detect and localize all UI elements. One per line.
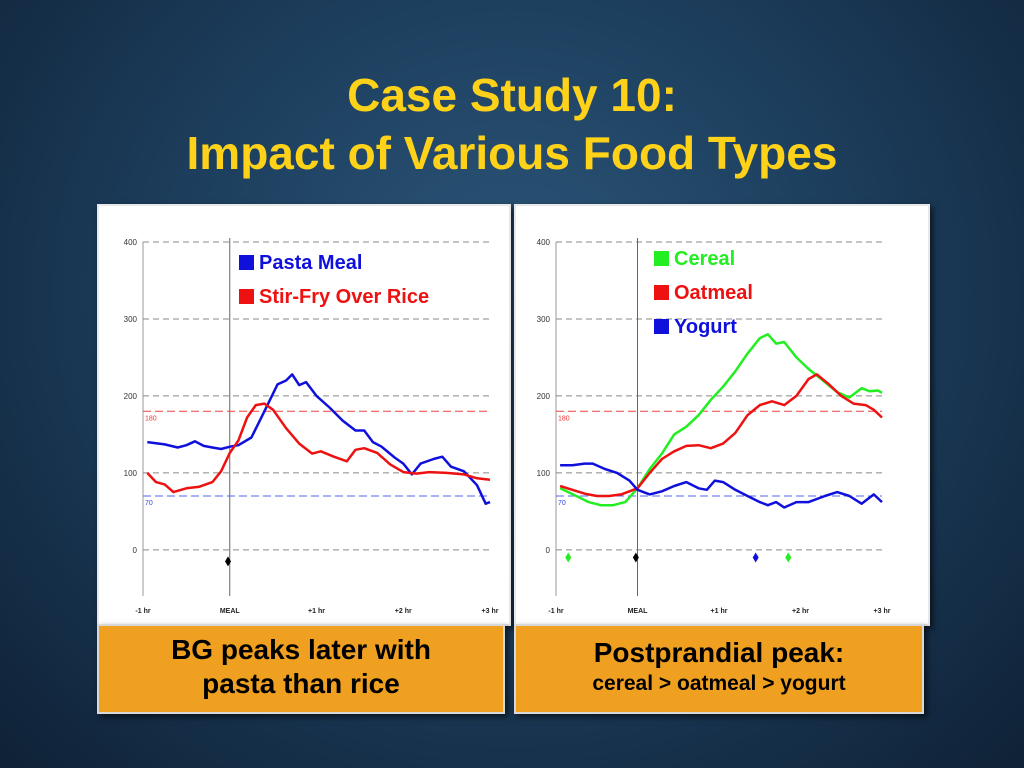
caption-left-line-1: BG peaks later with [171,634,431,665]
x-tick-label: +3 hr [482,608,499,615]
x-tick-label: +2 hr [395,608,412,615]
caption-left: BG peaks later with pasta than rice [97,624,505,714]
x-tick-label: +1 hr [308,608,325,615]
y-tick-label: 0 [546,546,551,555]
legend-swatch [239,255,254,270]
legend-swatch [239,289,254,304]
meal-marker [225,556,232,567]
legend-label: Yogurt [674,316,737,338]
legend-swatch [654,285,669,300]
threshold-high-label: 180 [145,415,157,422]
legend-label: Oatmeal [674,282,753,304]
threshold-high-label: 180 [558,415,570,422]
x-tick-label: MEAL [628,608,649,615]
y-tick-label: 0 [133,546,138,555]
legend-label: Stir-Fry Over Rice [259,286,429,308]
x-tick-label: -1 hr [548,608,563,615]
x-tick-label: -1 hr [135,608,150,615]
legend-swatch [654,319,669,334]
y-tick-label: 100 [124,469,138,478]
glucose-chart-left: 0 100 200 300 400 180 70 -1 hr MEAL +1 hr +2 hr +3 … [124,238,499,615]
x-tick-label: MEAL [220,608,241,615]
chart-panel-right: 0 100 200 300 400 180 70 -1 hr MEAL +1 hr +2 hr +3 … [514,204,930,626]
chart-panel-left: 0 100 200 300 400 180 70 -1 hr MEAL +1 hr +2 hr +3 … [97,204,511,626]
threshold-low-label: 70 [558,500,566,507]
series-line-yogurt [560,462,883,509]
y-tick-label: 300 [537,315,551,324]
y-tick-label: 200 [124,392,138,401]
caption-right-line-1: Postprandial peak: [593,637,845,668]
y-tick-label: 400 [537,238,551,247]
glucose-chart-right: 0 100 200 300 400 180 70 -1 hr MEAL +1 hr +2 hr +3 … [537,238,891,615]
x-tick-label: +2 hr [792,608,809,615]
meal-marker [752,552,759,563]
caption-right: Postprandial peak: cereal > oatmeal > yo… [514,624,924,714]
series-line-pasta-meal [147,373,491,505]
legend-label: Cereal [674,248,735,270]
legend-label: Pasta Meal [259,252,362,274]
meal-marker [565,552,572,563]
y-tick-label: 100 [537,469,551,478]
series-line-cereal [559,333,883,507]
caption-right-line-2: cereal > oatmeal > yogurt [592,672,846,695]
caption-left-line-2: pasta than rice [202,668,400,699]
y-tick-label: 200 [537,392,551,401]
y-tick-label: 300 [124,315,138,324]
meal-marker [632,552,639,563]
series-line-oatmeal [559,373,883,498]
legend-swatch [654,251,669,266]
x-tick-label: +3 hr [874,608,891,615]
x-tick-label: +1 hr [711,608,728,615]
threshold-low-label: 70 [145,500,153,507]
series-line-stir-fry-over-rice [146,402,491,494]
meal-marker [785,552,792,563]
y-tick-label: 400 [124,238,138,247]
slide-title: Case Study 10: Impact of Various Food Ty… [0,66,1024,182]
title-line-1: Case Study 10: [347,69,677,121]
title-line-2: Impact of Various Food Types [186,127,838,179]
